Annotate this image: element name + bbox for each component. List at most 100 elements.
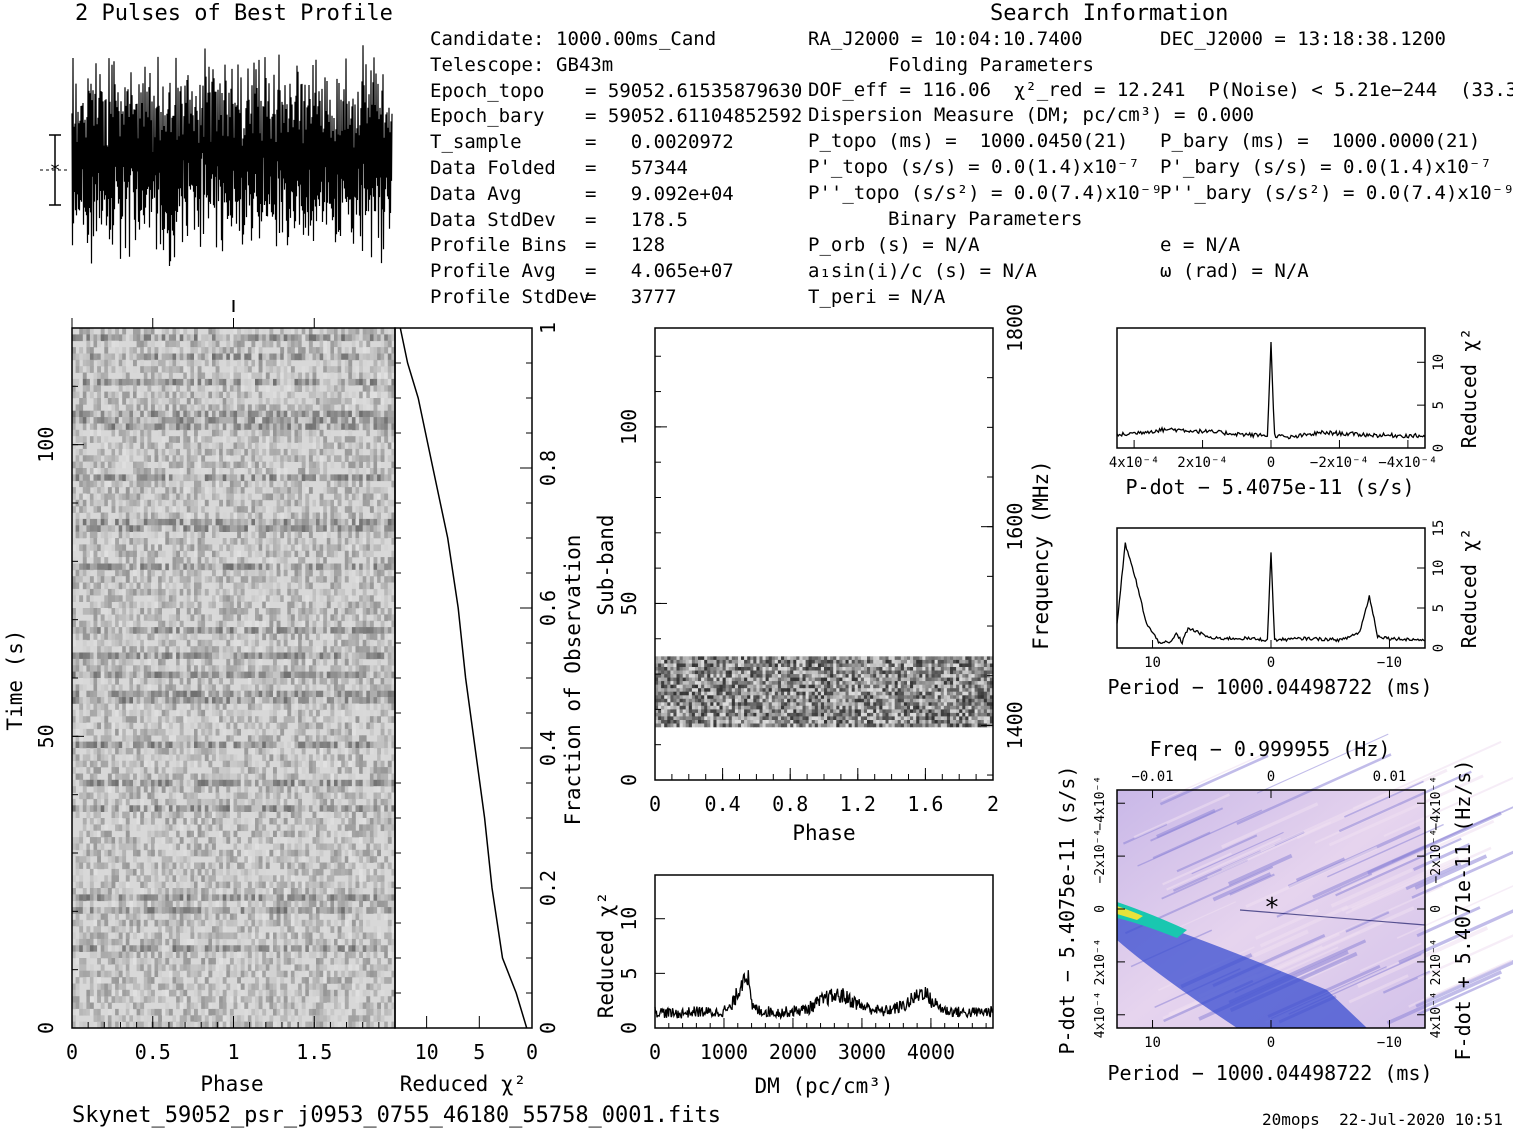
heat-cell	[373, 493, 378, 501]
heat-cell	[355, 487, 360, 494]
heat-cell	[133, 487, 137, 494]
heat-cell	[312, 525, 317, 532]
heat-cell	[387, 608, 392, 615]
heat-cell	[319, 595, 324, 602]
heat-cell	[330, 423, 335, 431]
heat-cell	[194, 499, 198, 507]
heat-cell	[319, 404, 324, 412]
heat-cell	[161, 474, 166, 482]
heat-cell	[298, 563, 302, 571]
heat-cell	[355, 671, 360, 679]
heat-cell	[212, 328, 216, 335]
heat-cell	[140, 697, 145, 704]
heat-cell	[301, 474, 306, 482]
heat-cell	[294, 353, 299, 361]
heat-cell	[129, 506, 134, 513]
heat-cell	[201, 461, 206, 469]
heat-cell	[201, 779, 206, 787]
heat-cell	[186, 569, 191, 577]
heat-cell	[369, 353, 374, 361]
heat-cell	[79, 563, 84, 571]
heat-cell	[265, 703, 270, 711]
heat-cell	[391, 684, 396, 692]
heat-cell	[97, 436, 101, 443]
heat-cell	[384, 697, 389, 704]
heat-cell	[251, 703, 256, 711]
heat-cell	[140, 378, 145, 386]
heat-cell	[387, 760, 392, 768]
heat-cell	[186, 709, 191, 717]
heat-cell	[89, 531, 94, 539]
heat-cell	[280, 455, 285, 462]
heat-cell	[219, 372, 223, 380]
heat-cell	[312, 760, 317, 768]
heat-cell	[204, 334, 209, 342]
heat-cell	[190, 601, 195, 609]
heat-cell	[133, 627, 137, 634]
heat-cell	[219, 576, 223, 583]
heat-cell	[107, 328, 112, 335]
heat-cell	[237, 499, 241, 507]
heat-cell	[255, 448, 259, 456]
heat-cell	[251, 385, 256, 392]
heat-cell	[237, 633, 241, 641]
heat-cell	[283, 576, 288, 583]
heat-cell	[344, 506, 349, 513]
heat-cell	[305, 404, 310, 412]
heat-cell	[82, 436, 87, 443]
heat-cell	[326, 601, 331, 609]
heat-cell	[280, 652, 285, 660]
heat-cell	[104, 658, 109, 666]
heat-cell	[161, 786, 166, 793]
heat-cell	[100, 334, 105, 342]
heat-cell	[115, 391, 119, 399]
heat-cell	[384, 576, 389, 583]
heat-cell	[143, 678, 148, 685]
heat-cell	[97, 455, 101, 462]
heat-cell	[186, 423, 191, 431]
heat-cell	[201, 499, 206, 507]
heat-cell	[226, 608, 231, 615]
heat-cell	[262, 671, 267, 679]
heat-cell	[366, 391, 371, 399]
heat-cell	[97, 588, 101, 596]
heat-cell	[158, 658, 162, 666]
heat-cell	[308, 582, 313, 590]
heat-cell	[290, 588, 295, 596]
heat-cell	[143, 487, 148, 494]
heat-cell	[290, 366, 295, 373]
heat-cell	[337, 506, 342, 513]
heat-cell	[122, 398, 127, 405]
heat-cell	[312, 372, 317, 380]
heat-cell	[86, 423, 91, 431]
heat-cell	[204, 678, 209, 685]
heat-cell	[158, 639, 162, 647]
heat-cell	[366, 538, 371, 545]
heat-cell	[104, 601, 109, 609]
heat-cell	[380, 455, 385, 462]
heat-cell	[255, 378, 259, 386]
heat-cell	[255, 410, 259, 418]
heat-cell	[115, 378, 119, 386]
heat-cell	[233, 480, 238, 488]
heat-cell	[143, 366, 148, 373]
heat-cell	[136, 754, 141, 762]
heat-cell	[197, 633, 202, 641]
heat-cell	[351, 608, 356, 615]
heat-cell	[107, 334, 112, 342]
heat-cell	[265, 595, 270, 602]
heat-cell	[334, 436, 338, 443]
heat-cell	[323, 423, 328, 431]
heat-cell	[341, 595, 346, 602]
heat-cell	[337, 359, 342, 367]
heat-cell	[133, 728, 137, 736]
heat-cell	[93, 722, 98, 730]
heat-cell	[151, 423, 155, 431]
heat-cell	[276, 525, 281, 532]
heat-cell	[348, 703, 353, 711]
heat-cell	[391, 334, 396, 342]
heat-cell	[122, 391, 127, 399]
heat-cell	[369, 684, 374, 692]
heat-cell	[233, 779, 238, 787]
heat-cell	[133, 518, 137, 526]
